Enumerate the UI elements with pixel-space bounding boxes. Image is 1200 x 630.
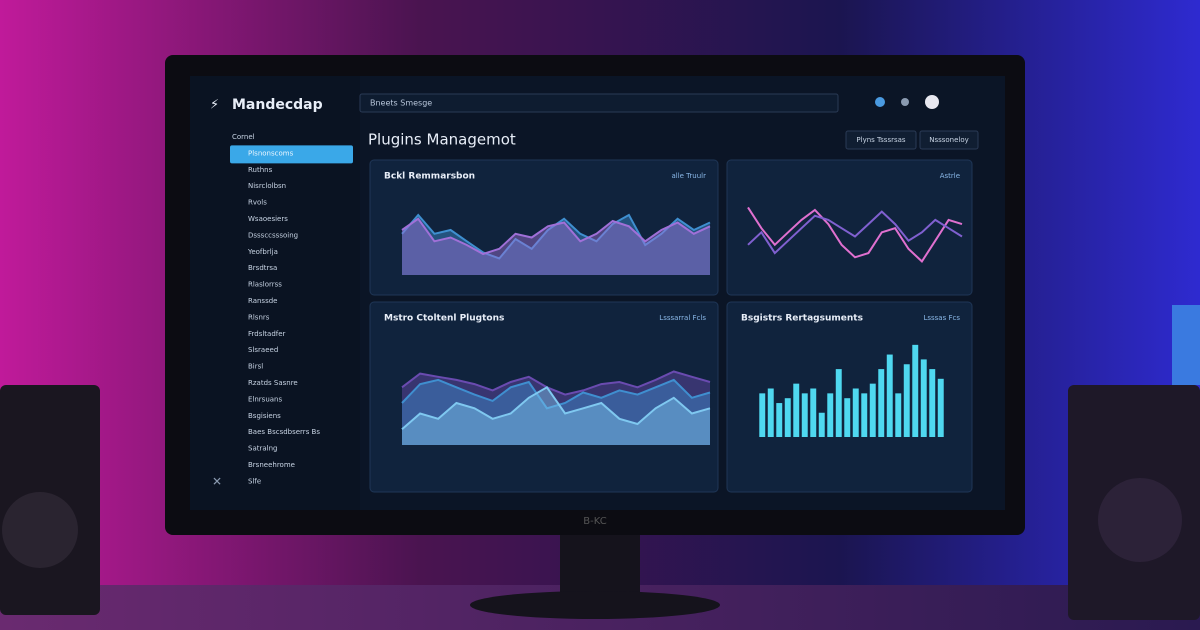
icon[interactable] [901, 98, 909, 106]
bar [844, 398, 851, 437]
bar [886, 354, 893, 437]
area-fill [402, 387, 710, 445]
bar [784, 398, 791, 437]
monitor-stand [560, 525, 640, 600]
area-line [401, 217, 711, 256]
sidebar-item[interactable]: Slfe [248, 477, 261, 485]
bar [801, 393, 808, 437]
sidebar-item[interactable]: Frdsltadfer [248, 330, 286, 338]
sidebar-icon[interactable]: ✕ [212, 475, 222, 489]
panel-link[interactable]: Lsssas Fcs [923, 314, 960, 322]
bar [912, 344, 919, 437]
avatar[interactable] [925, 95, 939, 109]
sidebar-item[interactable]: Brsdtrsa [248, 264, 277, 272]
speaker-cone [1098, 478, 1182, 562]
button-label[interactable]: Plyns Tsssrsas [856, 136, 905, 144]
sidebar-item[interactable]: Rlaslorrss [248, 281, 282, 289]
light [1172, 305, 1200, 385]
area-line [401, 378, 711, 410]
sidebar-item[interactable]: Yeofbrlja [247, 248, 278, 256]
sidebar-item[interactable]: Rzatds Sasnre [248, 379, 298, 387]
panel [369, 159, 719, 296]
bar [759, 393, 766, 437]
sidebar-item[interactable]: Bsgisiens [248, 412, 281, 420]
sidebar-item[interactable]: Brsneehrome [248, 461, 295, 469]
search-box[interactable] [359, 93, 839, 113]
bar [920, 359, 927, 437]
bar [810, 388, 817, 437]
bar [818, 412, 825, 437]
panel-title: Mstro Ctoltenl Plugtons [384, 314, 504, 324]
panel [369, 301, 719, 493]
bar [835, 369, 842, 437]
sidebar-item[interactable]: Ranssde [248, 297, 277, 305]
bar [895, 393, 902, 437]
panel-link[interactable]: alle Truulr [671, 172, 706, 180]
icon[interactable] [875, 97, 885, 107]
area-fill [402, 218, 710, 275]
sidebar-item[interactable]: Nisrclolbsn [248, 182, 286, 190]
bar [861, 393, 868, 437]
sidebar-item[interactable]: Dsssccsssoing [248, 231, 298, 239]
panel-link[interactable]: Astrle [940, 172, 960, 180]
bar [903, 364, 910, 437]
brand: Mandecdap [232, 97, 323, 113]
search-text: Bneets Smesge [370, 99, 432, 108]
bar [929, 369, 936, 437]
panel-link[interactable]: Lsssarral Fcls [659, 314, 706, 322]
brand-logo: ⚡ [210, 98, 219, 113]
area-line [401, 385, 711, 431]
sidebar-item[interactable]: Satralng [248, 445, 277, 453]
bar [776, 403, 783, 437]
monitor-brand: B-KC [583, 516, 606, 527]
button[interactable] [845, 130, 917, 150]
bar [937, 378, 944, 437]
area-line [401, 370, 711, 396]
sidebar-item[interactable]: Rlsnrs [248, 313, 270, 321]
bar [793, 383, 800, 437]
panel-title: Bckl Remmarsbon [384, 172, 475, 182]
area-fill [402, 371, 710, 445]
bar [827, 393, 834, 437]
sidebar-item[interactable]: Birsl [248, 363, 263, 371]
speaker-cone [2, 492, 78, 568]
sidebar-item[interactable]: Cornel [232, 133, 255, 141]
monitor-base [470, 591, 720, 619]
sidebar-item[interactable]: Elnrsuans [248, 395, 282, 403]
panel [726, 301, 973, 493]
line [747, 210, 963, 255]
bar [869, 383, 876, 437]
panel-title: Bsgistrs Rertagsuments [741, 314, 863, 324]
sidebar-item[interactable]: Baes Bscsdbserrs Bs [248, 428, 320, 436]
bar [878, 369, 885, 437]
sidebar-item[interactable]: Wsaoesiers [248, 215, 288, 223]
line [747, 206, 963, 263]
sidebar-item[interactable]: Ruthns [248, 166, 273, 174]
sidebar-item[interactable]: Slsraeed [248, 346, 278, 354]
page-title: Plugins Managemot [368, 131, 516, 149]
sidebar-item[interactable]: Plsnonscoms [248, 149, 294, 157]
sidebar-selected[interactable] [230, 145, 353, 164]
button[interactable] [919, 130, 979, 150]
sidebar-item[interactable]: Rvols [248, 199, 267, 207]
button-label[interactable]: Nsssoneloy [929, 136, 969, 144]
bar [852, 388, 859, 437]
panel [726, 159, 973, 296]
bar [767, 388, 774, 437]
